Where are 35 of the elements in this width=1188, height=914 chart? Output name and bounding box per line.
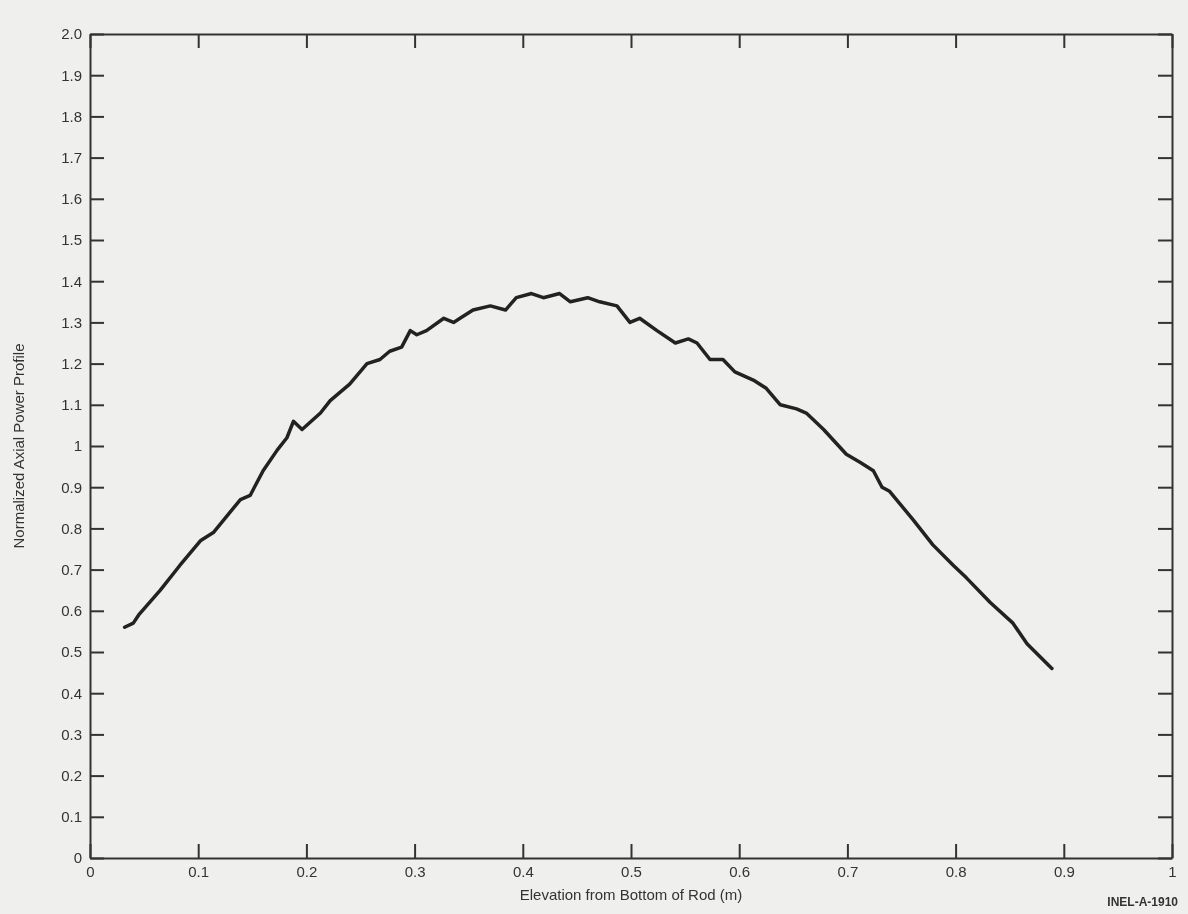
- y-tick-label: 2.0: [61, 25, 82, 43]
- x-tick-label: 0.2: [296, 862, 318, 880]
- x-tick-label: 0.7: [837, 862, 859, 880]
- y-tick-label: 0.8: [61, 519, 82, 537]
- y-tick-label: 1.8: [61, 107, 82, 125]
- y-tick-label: 1.5: [61, 231, 82, 249]
- y-tick-label: 0.2: [61, 766, 82, 784]
- y-tick-label: 1.4: [61, 272, 82, 290]
- y-tick-label: 0: [73, 849, 82, 867]
- x-tick-label: 0.6: [729, 862, 751, 880]
- x-tick-label: 1: [1168, 862, 1177, 880]
- y-tick-label: 1.1: [61, 396, 82, 414]
- x-tick-label: 0.8: [945, 862, 967, 880]
- y-tick-label: 0.3: [61, 725, 82, 743]
- x-axis-title: Elevation from Bottom of Rod (m): [519, 886, 743, 903]
- text: INEL-A-1910: [1107, 895, 1179, 909]
- y-tick-label: 0.6: [61, 602, 82, 620]
- x-tick-label: 0.3: [404, 862, 426, 880]
- x-tick-label: 0: [86, 862, 95, 880]
- y-tick-label: 1.7: [61, 148, 82, 166]
- y-tick-label: 1.2: [61, 354, 82, 372]
- x-tick-label: 0.1: [188, 862, 210, 880]
- x-tick-label: 0.5: [621, 862, 642, 880]
- y-tick-label: 0.9: [61, 478, 82, 496]
- x-tick-label: 0.4: [512, 862, 534, 880]
- x-tick-label: 0.9: [1053, 862, 1075, 880]
- y-tick-label: 0.4: [61, 684, 82, 702]
- y-tick-label: 1.3: [61, 313, 82, 331]
- y-tick-label: 0.7: [61, 560, 82, 578]
- y-axis-title: Normalized Axial Power Profile: [10, 343, 27, 549]
- y-tick-label: 1.9: [61, 66, 82, 84]
- y-tick-label: 1: [73, 437, 82, 455]
- y-tick-label: 0.1: [61, 808, 82, 826]
- y-tick-label: 1.6: [61, 190, 82, 208]
- y-tick-label: 0.5: [61, 643, 82, 661]
